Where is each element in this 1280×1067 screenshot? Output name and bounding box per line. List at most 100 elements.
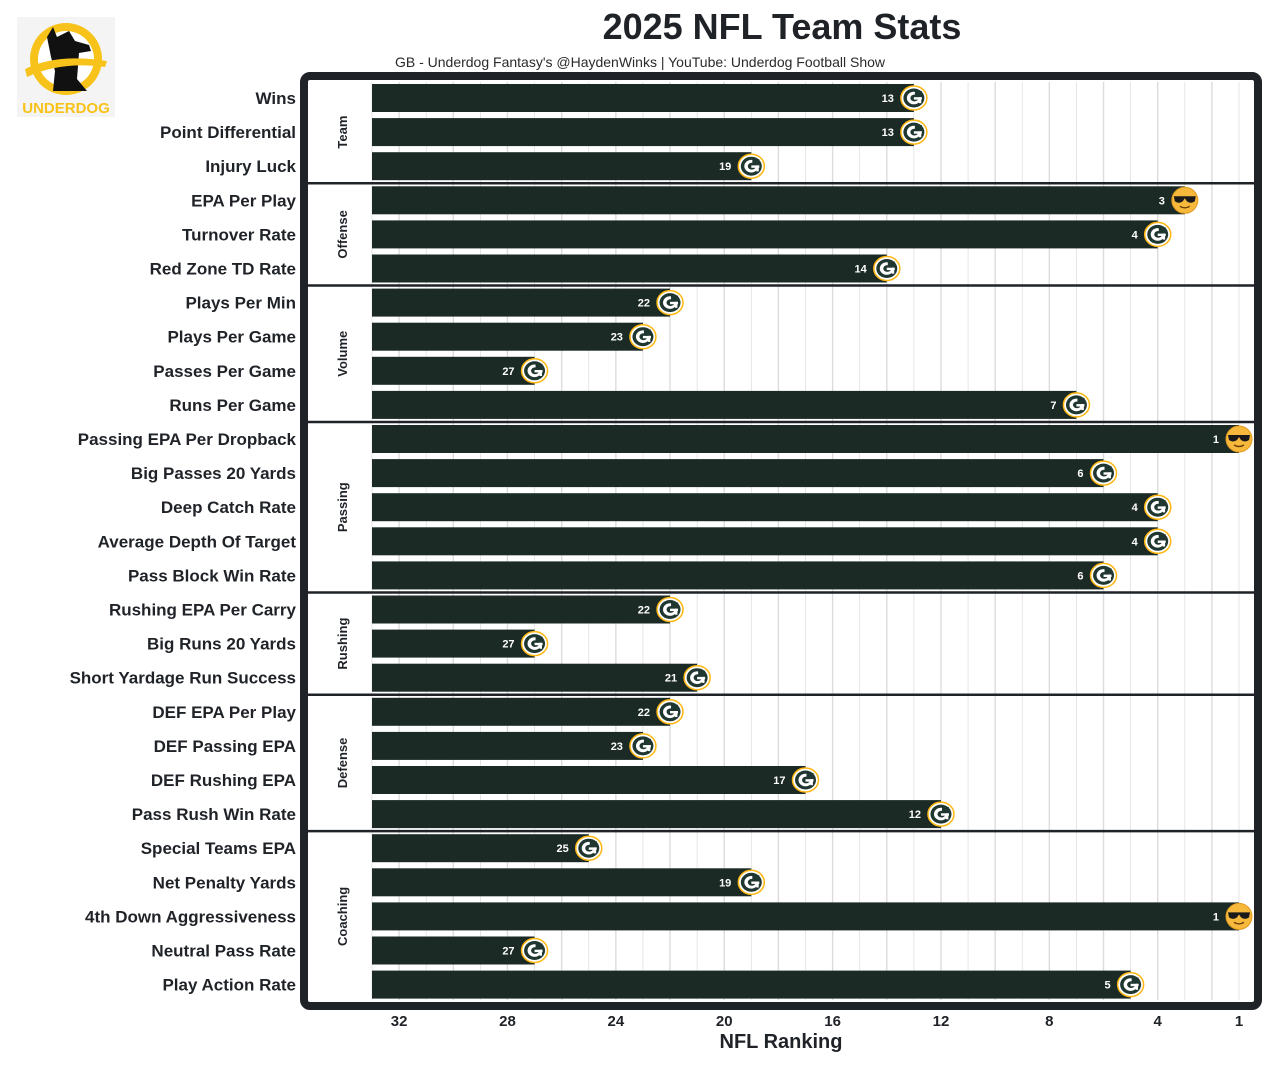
packers-logo-icon bbox=[1089, 460, 1118, 486]
category-label: Pass Block Win Rate bbox=[128, 566, 296, 585]
category-label: Rushing EPA Per Carry bbox=[109, 601, 297, 620]
category-label: DEF Passing EPA bbox=[154, 737, 296, 756]
bar bbox=[372, 118, 914, 147]
bar bbox=[372, 561, 1104, 590]
packers-logo-icon bbox=[927, 801, 955, 827]
packers-logo-icon bbox=[575, 835, 603, 861]
x-tick-label: 8 bbox=[1045, 1013, 1053, 1030]
data-label: 21 bbox=[665, 673, 677, 685]
bar bbox=[372, 868, 752, 897]
sunglasses-emoji-icon bbox=[1225, 902, 1253, 930]
group-label: Team bbox=[335, 116, 350, 149]
bar bbox=[372, 288, 671, 317]
category-label: DEF Rushing EPA bbox=[151, 771, 296, 790]
packers-logo-icon bbox=[520, 937, 549, 964]
category-label: Plays Per Min bbox=[185, 294, 296, 313]
data-label: 17 bbox=[773, 775, 785, 787]
category-label: Turnover Rate bbox=[182, 225, 296, 244]
category-label: Passes Per Game bbox=[153, 362, 296, 381]
bar bbox=[372, 800, 941, 829]
category-label: Plays Per Game bbox=[167, 328, 296, 347]
category-label: Big Passes 20 Yards bbox=[131, 464, 296, 483]
category-label: Net Penalty Yards bbox=[153, 873, 296, 892]
bar bbox=[372, 152, 752, 181]
bar bbox=[372, 970, 1131, 999]
data-label: 3 bbox=[1159, 195, 1165, 207]
category-label: Average Depth Of Target bbox=[98, 532, 297, 551]
bar bbox=[372, 186, 1185, 215]
packers-logo-icon bbox=[737, 869, 766, 896]
data-label: 19 bbox=[719, 877, 731, 889]
group-label: Volume bbox=[335, 331, 350, 377]
bar bbox=[372, 356, 535, 385]
bar bbox=[372, 220, 1158, 249]
group-label: Rushing bbox=[335, 618, 350, 670]
bar bbox=[372, 595, 671, 624]
packers-logo-icon bbox=[1089, 562, 1118, 589]
x-tick-label: 20 bbox=[716, 1013, 733, 1030]
category-label: EPA Per Play bbox=[191, 191, 296, 210]
category-label: 4th Down Aggressiveness bbox=[85, 907, 296, 926]
packers-logo-icon bbox=[656, 289, 684, 316]
data-label: 4 bbox=[1132, 229, 1139, 241]
x-tick-label: 16 bbox=[824, 1013, 841, 1030]
data-label: 1 bbox=[1213, 911, 1219, 923]
category-label: Passing EPA Per Dropback bbox=[78, 430, 297, 449]
category-label: Short Yardage Run Success bbox=[70, 669, 296, 688]
bar bbox=[372, 766, 806, 794]
packers-logo-icon bbox=[656, 596, 684, 623]
x-axis-title: NFL Ranking bbox=[720, 1031, 843, 1053]
bar bbox=[372, 697, 671, 726]
bar bbox=[372, 936, 535, 965]
logo-text: UNDERDOG bbox=[22, 100, 110, 117]
category-label: Wins bbox=[256, 89, 296, 108]
bar bbox=[372, 84, 914, 112]
packers-logo-icon bbox=[520, 630, 549, 657]
data-label: 12 bbox=[909, 809, 921, 821]
data-label: 22 bbox=[638, 707, 650, 719]
bar bbox=[372, 254, 887, 283]
data-label: 7 bbox=[1050, 400, 1056, 412]
bar bbox=[372, 663, 698, 692]
category-label: Play Action Rate bbox=[162, 976, 296, 995]
data-label: 13 bbox=[882, 127, 894, 139]
data-label: 14 bbox=[855, 264, 868, 276]
underdog-logo: UNDERDOG bbox=[17, 17, 115, 117]
category-label: Runs Per Game bbox=[169, 396, 296, 415]
bar bbox=[372, 629, 535, 658]
packers-logo-icon bbox=[791, 767, 820, 793]
data-label: 23 bbox=[611, 332, 623, 344]
bar bbox=[372, 425, 1239, 453]
sunglasses-emoji-icon bbox=[1225, 425, 1253, 453]
bar bbox=[372, 902, 1239, 931]
packers-logo-icon bbox=[1116, 971, 1145, 998]
packers-logo-icon bbox=[629, 323, 657, 350]
group-label: Coaching bbox=[335, 887, 350, 946]
packers-logo-icon bbox=[629, 733, 657, 759]
data-label: 22 bbox=[638, 605, 650, 617]
bar bbox=[372, 493, 1158, 522]
packers-logo-icon bbox=[683, 664, 711, 691]
category-label: Injury Luck bbox=[205, 157, 296, 176]
group-label: Offense bbox=[335, 210, 350, 258]
packers-logo-icon bbox=[900, 119, 928, 145]
x-tick-label: 4 bbox=[1154, 1013, 1163, 1030]
x-tick-label: 12 bbox=[933, 1013, 950, 1030]
packers-logo-icon bbox=[1143, 528, 1172, 555]
packers-logo-icon bbox=[1062, 392, 1091, 418]
x-tick-label: 28 bbox=[499, 1013, 516, 1030]
data-label: 6 bbox=[1077, 570, 1083, 582]
sunglasses-emoji-icon bbox=[1171, 186, 1199, 214]
packers-logo-icon bbox=[520, 358, 549, 384]
bar bbox=[372, 731, 643, 760]
packers-logo-icon bbox=[900, 85, 928, 111]
bar bbox=[372, 390, 1077, 419]
data-label: 27 bbox=[502, 366, 514, 378]
category-label: Pass Rush Win Rate bbox=[132, 805, 296, 824]
data-label: 27 bbox=[502, 639, 514, 651]
group-label: Passing bbox=[335, 482, 350, 532]
packers-logo-icon bbox=[656, 699, 684, 725]
bar bbox=[372, 459, 1104, 488]
category-label: Neutral Pass Rate bbox=[151, 942, 296, 961]
data-label: 6 bbox=[1077, 468, 1083, 480]
